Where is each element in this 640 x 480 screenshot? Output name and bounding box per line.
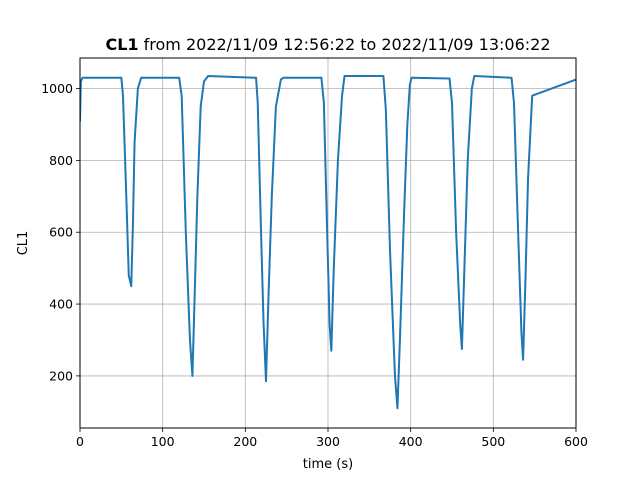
x-axis-ticks: 0 100 200 300 400 500 600 — [76, 428, 588, 449]
y-tick-label: 600 — [49, 225, 73, 240]
chart-title-rest: from 2022/11/09 12:56:22 to 2022/11/09 1… — [139, 35, 551, 54]
x-tick-label: 0 — [76, 434, 84, 449]
x-tick-label: 300 — [316, 434, 340, 449]
chart-title-bold: CL1 — [105, 35, 138, 54]
y-axis-ticks: 200 400 600 800 1000 — [41, 81, 80, 383]
series-line — [80, 74, 576, 410]
x-tick-label: 400 — [399, 434, 423, 449]
series-layer — [80, 74, 576, 410]
y-tick-label: 200 — [49, 368, 73, 383]
y-tick-label: 800 — [49, 153, 73, 168]
x-tick-label: 100 — [151, 434, 175, 449]
chart-title: CL1 from 2022/11/09 12:56:22 to 2022/11/… — [105, 35, 550, 54]
y-tick-label: 400 — [49, 297, 73, 312]
y-tick-label: 1000 — [41, 81, 73, 96]
y-axis-label: CL1 — [16, 231, 31, 256]
x-tick-label: 500 — [481, 434, 505, 449]
x-tick-label: 200 — [233, 434, 257, 449]
y-gridlines — [80, 88, 576, 377]
x-axis-label: time (s) — [303, 457, 353, 472]
x-tick-label: 600 — [564, 434, 588, 449]
